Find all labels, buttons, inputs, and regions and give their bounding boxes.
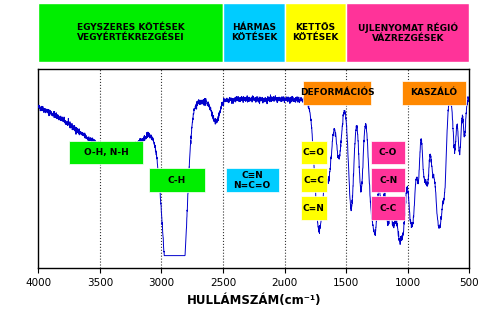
Text: C-O: C-O: [379, 148, 397, 157]
Text: DEFORMÁCIÓS: DEFORMÁCIÓS: [300, 88, 374, 97]
FancyBboxPatch shape: [226, 168, 278, 193]
Text: C=C: C=C: [303, 176, 324, 185]
FancyBboxPatch shape: [301, 168, 327, 193]
Text: C-N: C-N: [379, 176, 397, 185]
Text: C=N: C=N: [303, 204, 325, 213]
FancyBboxPatch shape: [371, 140, 405, 164]
FancyBboxPatch shape: [301, 140, 327, 164]
Text: KETTŐS
KÖTÉSEK: KETTŐS KÖTÉSEK: [292, 23, 339, 42]
FancyBboxPatch shape: [301, 197, 327, 220]
Text: O-H, N-H: O-H, N-H: [84, 148, 128, 157]
Text: KASZÁLÓ: KASZÁLÓ: [410, 88, 457, 97]
FancyBboxPatch shape: [149, 168, 205, 193]
FancyBboxPatch shape: [346, 3, 469, 62]
FancyBboxPatch shape: [285, 3, 346, 62]
Text: C-H: C-H: [168, 176, 186, 185]
Text: C≡N
N=C=O: C≡N N=C=O: [233, 171, 271, 190]
Text: HÁRMAS
KÖTÉSEK: HÁRMAS KÖTÉSEK: [231, 23, 277, 42]
FancyBboxPatch shape: [303, 80, 371, 105]
Text: EGYSZERES KÖTÉSEK
VEGYÉRTÉKREZGÉSEI: EGYSZERES KÖTÉSEK VEGYÉRTÉKREZGÉSEI: [77, 23, 184, 42]
FancyBboxPatch shape: [223, 3, 285, 62]
X-axis label: HULLÁMSZÁM(cm⁻¹): HULLÁMSZÁM(cm⁻¹): [187, 294, 321, 307]
FancyBboxPatch shape: [402, 80, 466, 105]
Text: C-C: C-C: [379, 204, 397, 213]
Text: C=O: C=O: [303, 148, 325, 157]
FancyBboxPatch shape: [371, 197, 405, 220]
FancyBboxPatch shape: [38, 3, 223, 62]
FancyBboxPatch shape: [69, 140, 143, 164]
FancyBboxPatch shape: [371, 168, 405, 193]
Text: UJLENYOMAT RÉGIÓ
VÁZREZGÉSEK: UJLENYOMAT RÉGIÓ VÁZREZGÉSEK: [358, 22, 458, 43]
